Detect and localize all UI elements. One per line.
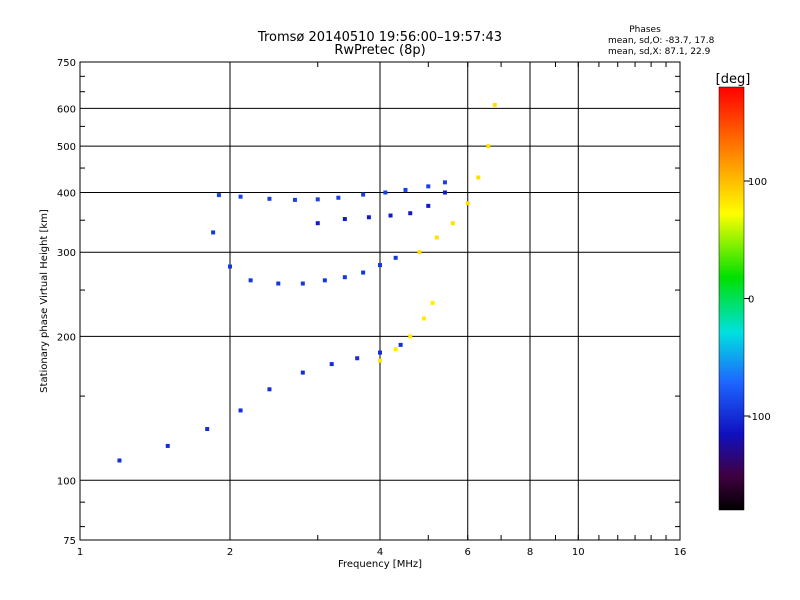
data-point [228,264,232,269]
data-point [426,184,431,189]
data-point [248,278,253,283]
data-point [361,270,366,275]
x-tick-label: 8 [527,547,533,558]
data-point [211,230,216,235]
data-point [355,356,360,361]
grid-lines [80,62,680,540]
data-point [267,196,272,201]
phase-stats-x: mean, sd,X: 87.1, 22.9 [608,47,711,57]
data-point [329,362,334,367]
data-point [361,192,366,197]
data-point [388,213,393,218]
x-tick-label: 1 [77,547,83,558]
x-tick-label: 16 [674,547,687,558]
data-point [315,197,320,202]
data-point [434,235,439,240]
colorbar-tick-label: 100 [748,177,767,188]
data-point [417,250,422,255]
data-point [450,221,455,226]
phase-stats-o: mean, sd,O: -83.7, 17.8 [608,36,715,46]
x-tick-label: 4 [377,547,383,558]
y-tick-label: 400 [57,188,76,199]
data-point [117,458,122,463]
chart-title: Tromsø 20140510 19:56:00–19:57:43 [257,30,502,45]
y-tick-label: 100 [57,476,76,487]
data-point [205,427,210,432]
colorbar-label: [deg] [716,72,751,87]
y-tick-label: 600 [57,104,76,115]
data-point [342,217,347,222]
x-tick-label: 6 [465,547,471,558]
y-tick-label: 75 [63,536,76,547]
y-tick-label: 300 [57,248,76,259]
data-point [300,370,305,375]
data-point [342,275,347,280]
data-point [442,190,447,195]
data-point [165,443,170,448]
data-point [378,350,382,355]
x-tick-label: 2 [227,547,233,558]
x-axis-label: Frequency [MHz] [338,559,422,570]
chart-subtitle: RwPretec (8p) [334,43,425,58]
data-point [267,387,272,392]
y-tick-label: 500 [57,142,76,153]
phase-stats-title: Phases [629,25,661,35]
colorbar-tick-label: -100 [748,412,771,423]
data-point [408,334,413,339]
y-axis-label: Stationary phase Virtual Height [km] [39,209,50,393]
data-point [465,201,470,206]
data-point [216,193,221,198]
y-tick-label: 750 [57,58,76,69]
data-point [486,144,491,149]
data-point [292,197,297,202]
y-axis-ticks: 75 100 200 300 400 500 600 750 [57,58,680,547]
x-axis-ticks: 1 2 4 6 8 10 16 [77,62,687,558]
data-point [393,347,398,352]
data-point [476,175,481,180]
data-point [315,221,320,226]
x-tick-label: 10 [572,547,585,558]
data-point [398,342,403,347]
data-point [322,278,327,283]
data-point [378,263,382,268]
colorbar-tick-label: 0 [748,295,754,306]
data-point [430,300,435,305]
data-point [492,102,497,107]
colorbar-ticks: 100 0 -100 [744,177,771,423]
data-point [403,187,408,192]
data-point [408,211,413,216]
data-point [366,215,371,220]
data-point [238,194,243,199]
data-point [383,190,388,195]
data-points [117,102,497,463]
colorbar [718,86,745,511]
data-point [336,195,341,200]
data-point [300,281,305,286]
data-point [426,203,431,208]
y-tick-label: 200 [57,332,76,343]
data-point [378,358,382,363]
data-point [276,281,281,286]
data-point [393,255,398,260]
data-point [442,180,447,185]
data-point [238,408,243,413]
data-point [421,316,426,321]
